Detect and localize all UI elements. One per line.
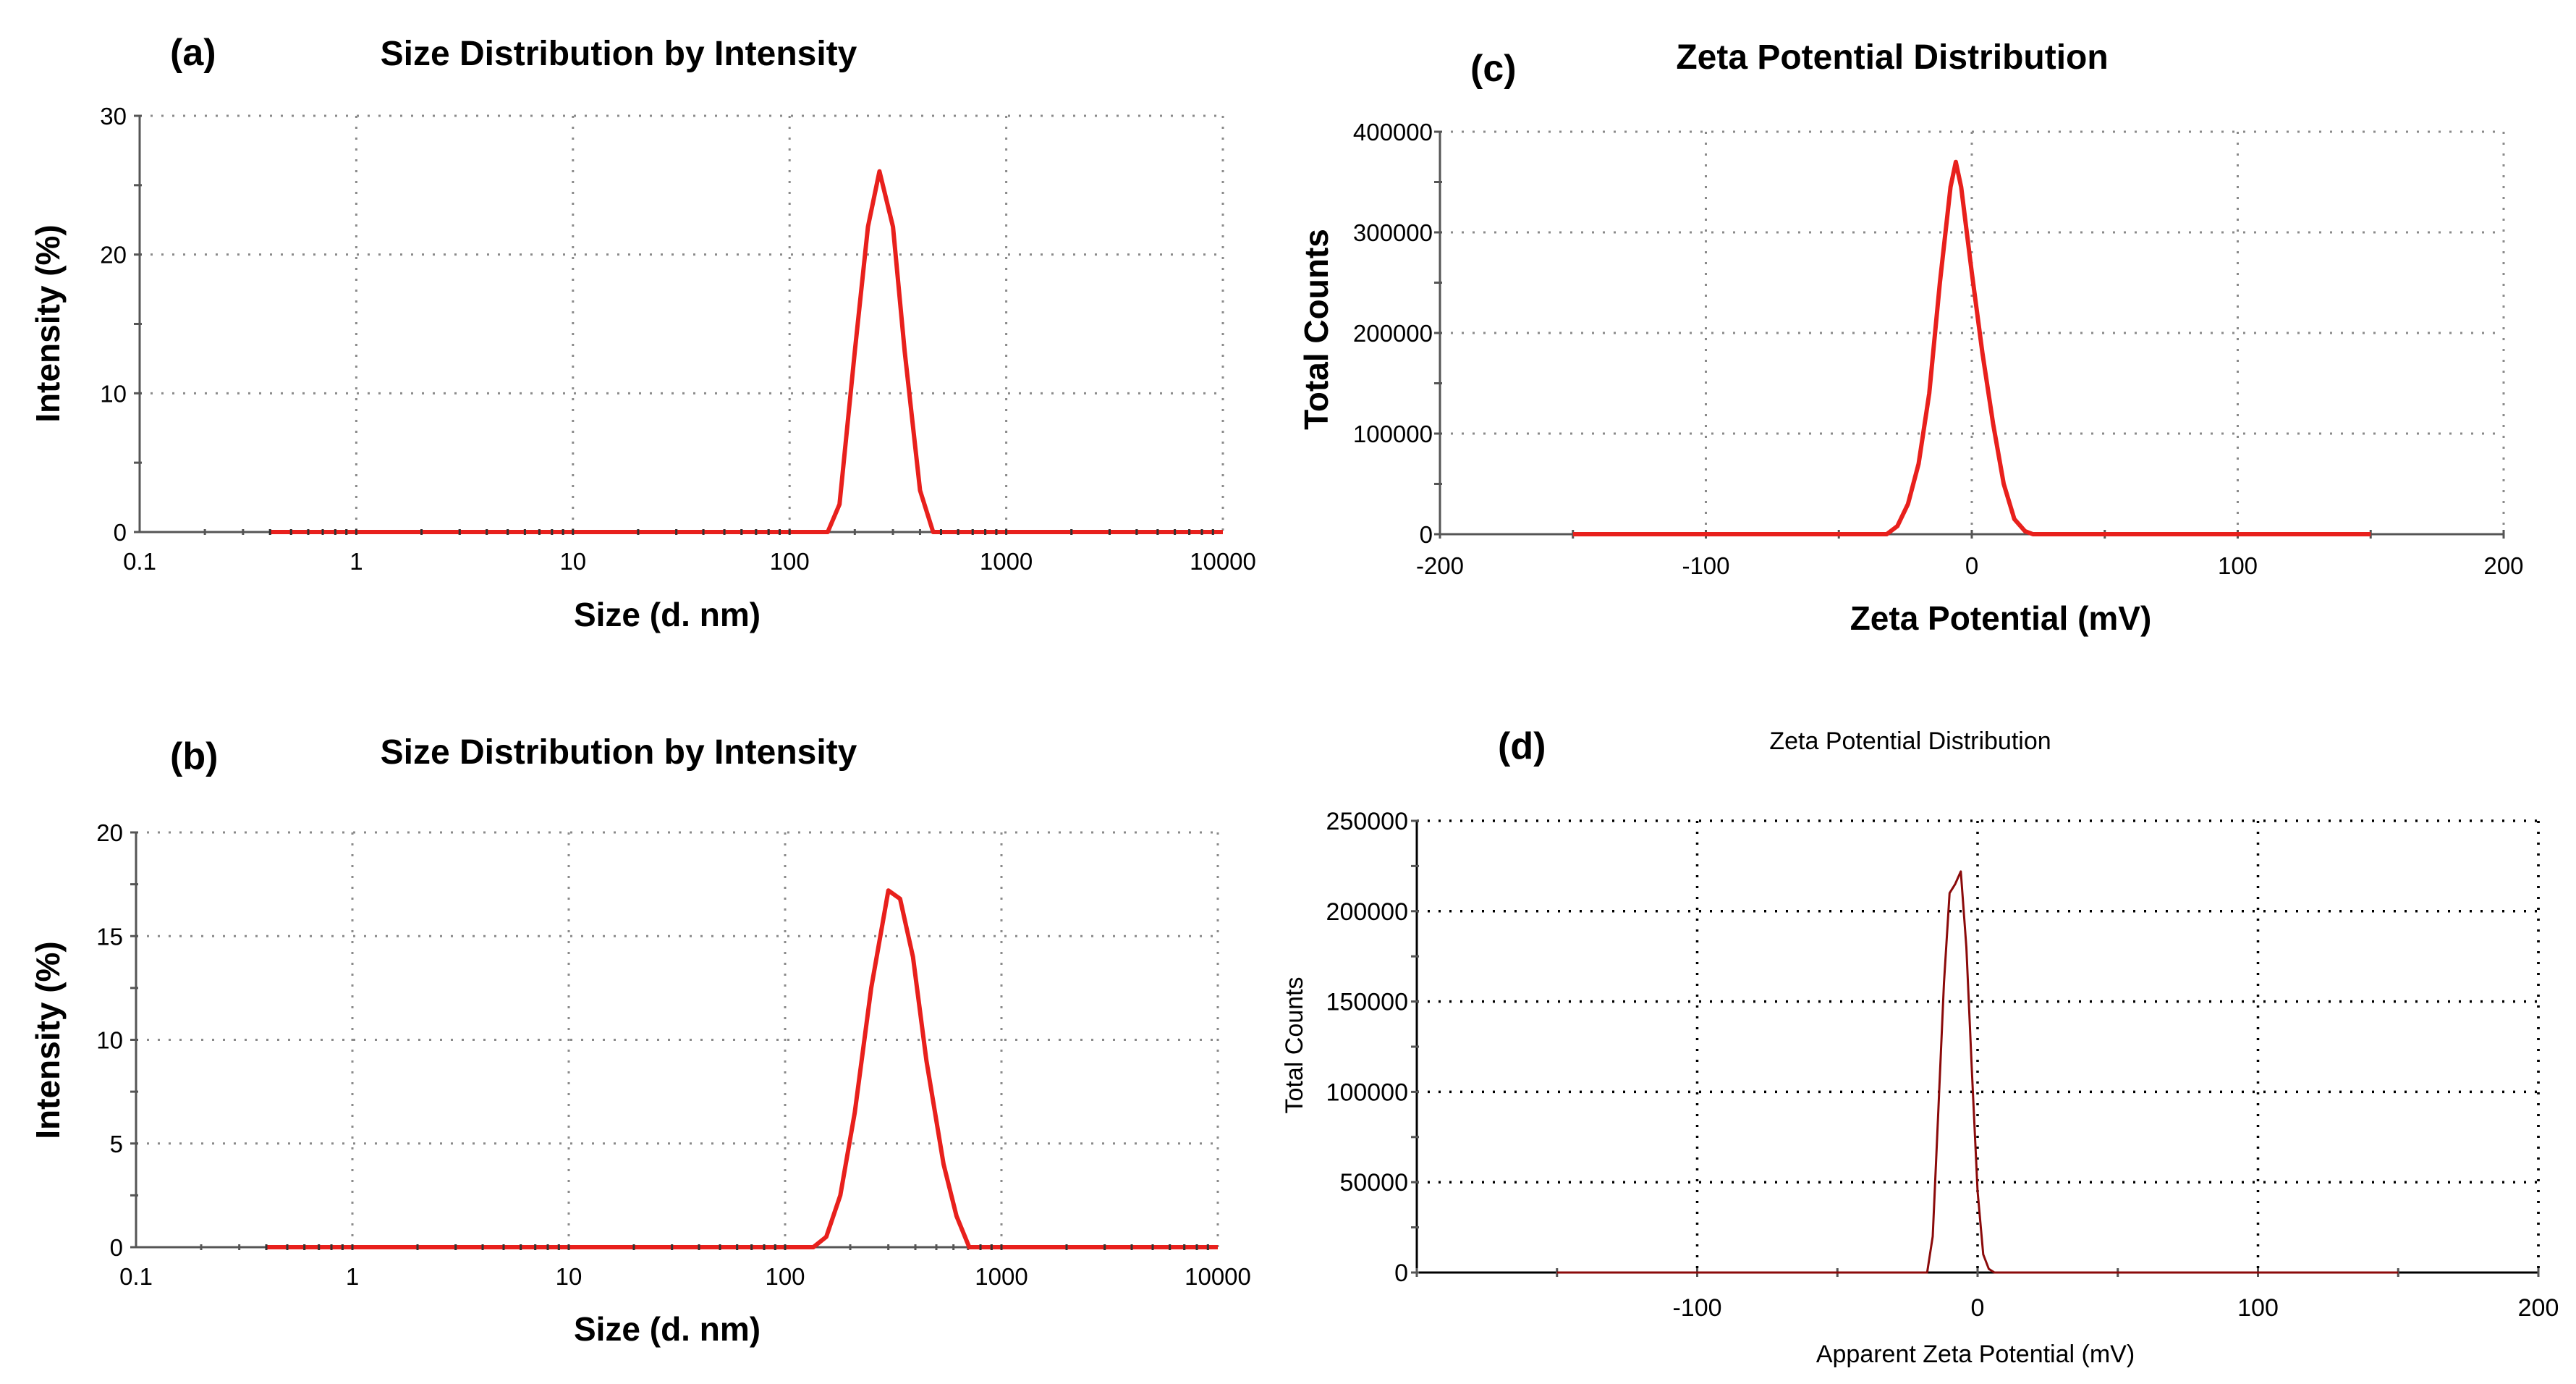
y-tick-label: 0 bbox=[114, 519, 127, 546]
chart-a: 0.1 1 10 100 1000 10000 0 10 20 30 (a) Size Distrib… bbox=[29, 32, 1256, 633]
y-tick-label: 0 bbox=[110, 1234, 123, 1261]
chart-b: 0.1 1 10 100 1000 10000 0 5 10 15 20 (b) Size Distri… bbox=[29, 733, 1251, 1348]
y-tick-label: 30 bbox=[100, 103, 127, 130]
x-axis-label: Size (d. nm) bbox=[574, 1310, 760, 1348]
series-line bbox=[266, 888, 1218, 1249]
x-tick-label: 0 bbox=[1965, 552, 1978, 579]
x-tick-label: 200 bbox=[2483, 552, 2523, 579]
chart-title: Size Distribution by Intensity bbox=[381, 35, 857, 73]
x-tick-label: 100 bbox=[2237, 1294, 2279, 1322]
panel-label: (c) bbox=[1470, 48, 1517, 90]
x-tick-label: 10000 bbox=[1185, 1263, 1251, 1290]
x-tick-label: 1 bbox=[346, 1263, 359, 1290]
x-tick-label: 0 bbox=[1971, 1294, 1985, 1322]
y-tick-label: 50000 bbox=[1339, 1169, 1408, 1197]
y-axis-label: Intensity (%) bbox=[29, 224, 67, 422]
panel-label: (d) bbox=[1498, 725, 1546, 767]
chart-title: Zeta Potential Distribution bbox=[1769, 727, 2051, 755]
panel-label: (b) bbox=[170, 735, 218, 777]
x-tick-label: 10 bbox=[559, 548, 586, 575]
y-tick-label: 5 bbox=[110, 1131, 123, 1157]
y-tick-label: 150000 bbox=[1326, 989, 1408, 1016]
x-tick-label: 10 bbox=[556, 1263, 582, 1290]
series-line bbox=[1556, 870, 2399, 1274]
y-tick-label: 400000 bbox=[1353, 119, 1433, 145]
x-axis-label: Zeta Potential (mV) bbox=[1850, 599, 2152, 637]
x-tick-label: 100 bbox=[765, 1263, 805, 1290]
x-axis-label: Apparent Zeta Potential (mV) bbox=[1816, 1341, 2135, 1368]
series-line bbox=[1572, 159, 2371, 536]
series-line bbox=[270, 169, 1223, 534]
y-axis-label: Intensity (%) bbox=[29, 941, 67, 1139]
y-axis-label: Total Counts bbox=[1281, 977, 1308, 1114]
y-tick-label: 100000 bbox=[1326, 1079, 1408, 1106]
y-axis-label: Total Counts bbox=[1297, 229, 1335, 430]
y-tick-label: 20 bbox=[100, 242, 127, 269]
y-tick-label: 20 bbox=[96, 819, 123, 846]
y-tick-label: 10 bbox=[100, 380, 127, 407]
x-tick-label: 0.1 bbox=[123, 548, 156, 575]
x-tick-label: 1000 bbox=[975, 1263, 1028, 1290]
x-tick-label: 100 bbox=[770, 548, 810, 575]
x-tick-label: 10000 bbox=[1190, 548, 1256, 575]
x-tick-label: 1000 bbox=[980, 548, 1033, 575]
x-axis-label: Size (d. nm) bbox=[574, 596, 760, 633]
chart-c: -200 -100 0 100 200 0 100000 200000 300000 400000… bbox=[1297, 38, 2524, 637]
y-tick-label: 0 bbox=[1420, 521, 1433, 548]
y-tick-label: 15 bbox=[96, 923, 123, 950]
x-tick-label: -200 bbox=[1416, 552, 1464, 579]
y-tick-label: 200000 bbox=[1326, 898, 1408, 926]
y-tick-label: 10 bbox=[96, 1027, 123, 1054]
chart-d: -100 0 100 200 0 50000 100000 150000 200000 25000… bbox=[1281, 725, 2559, 1368]
y-tick-label: 0 bbox=[1394, 1259, 1408, 1287]
y-tick-label: 250000 bbox=[1326, 808, 1408, 835]
y-tick-label: 200000 bbox=[1353, 320, 1433, 347]
x-tick-label: 200 bbox=[2518, 1294, 2559, 1322]
y-tick-label: 100000 bbox=[1353, 421, 1433, 447]
chart-title: Zeta Potential Distribution bbox=[1676, 38, 2108, 77]
x-tick-label: 0.1 bbox=[119, 1263, 153, 1290]
panel-label: (a) bbox=[170, 32, 216, 74]
x-tick-label: -100 bbox=[1682, 552, 1729, 579]
x-tick-label: 1 bbox=[349, 548, 363, 575]
x-tick-label: -100 bbox=[1672, 1294, 1721, 1322]
chart-title: Size Distribution by Intensity bbox=[381, 733, 857, 772]
x-tick-label: 100 bbox=[2218, 552, 2258, 579]
y-tick-label: 300000 bbox=[1353, 219, 1433, 246]
